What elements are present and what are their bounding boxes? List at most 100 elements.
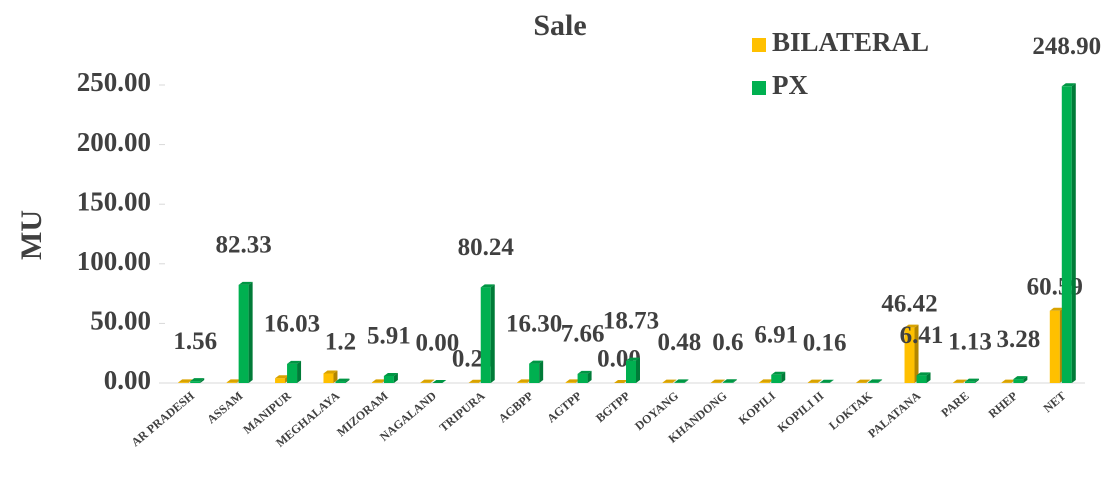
bar-side: [490, 284, 495, 383]
bar: [771, 374, 782, 383]
bar-top: [335, 378, 350, 382]
bar: [480, 287, 491, 383]
bar-top: [517, 379, 532, 383]
bar: [722, 382, 733, 383]
bar: [565, 382, 576, 383]
bar-top: [1001, 379, 1016, 383]
bar-side: [1071, 83, 1076, 383]
bar: [1049, 310, 1060, 383]
bar-side: [539, 360, 544, 383]
bar-top: [565, 379, 580, 383]
bar: [517, 382, 528, 383]
bar-side: [587, 370, 592, 383]
data-label: 82.33: [216, 232, 272, 259]
data-label: 18.73: [603, 307, 659, 334]
bar-side: [248, 281, 253, 383]
x-tick-label: DOYANG: [632, 389, 681, 433]
bar-top: [577, 370, 592, 374]
bar-side: [430, 379, 435, 383]
x-tick-label: KOPILI: [736, 388, 778, 427]
bar-side: [926, 372, 931, 383]
legend-swatch: [752, 38, 766, 52]
bar-top: [1049, 307, 1064, 311]
bar-side: [672, 379, 677, 383]
y-tick-label: 100.00: [77, 246, 151, 276]
x-tick-label: LOKTAK: [826, 388, 875, 432]
bar-top: [964, 378, 979, 382]
x-tick-label: ASSAM: [204, 389, 245, 427]
x-tick-label: PALATANA: [865, 388, 923, 440]
bar-top: [287, 360, 302, 364]
bar: [383, 375, 394, 383]
bar: [323, 373, 334, 383]
y-tick-label: 50.00: [90, 306, 151, 336]
data-label: 0.6: [712, 329, 743, 356]
bar: [190, 381, 201, 383]
x-tick-label: AR PRADESH: [128, 388, 197, 449]
bar-side: [1023, 376, 1028, 383]
bar-top: [722, 379, 737, 383]
data-label: 6.41: [900, 322, 944, 349]
data-label: 1.13: [948, 328, 992, 355]
bar-top: [480, 284, 495, 288]
bar-top: [178, 379, 193, 383]
bar-top: [529, 360, 544, 364]
bar-side: [200, 378, 205, 383]
data-label: 5.91: [367, 323, 411, 350]
bar: [904, 327, 915, 383]
bar-side: [297, 360, 302, 383]
bar-side: [962, 379, 967, 383]
data-label: 3.28: [996, 326, 1040, 353]
bar: [335, 381, 346, 383]
bar: [226, 382, 237, 383]
bar: [371, 382, 382, 383]
bar-top: [856, 379, 871, 383]
bar-top: [952, 379, 967, 383]
bar: [964, 381, 975, 383]
bar-top: [710, 379, 725, 383]
bar: [916, 375, 927, 383]
bar-side: [684, 379, 689, 383]
bar-top: [371, 379, 386, 383]
x-tick-label: PARE: [938, 389, 971, 420]
x-tick-label: KOPILI II: [775, 388, 827, 435]
data-label: 0.00: [415, 330, 459, 357]
data-label: 16.30: [506, 310, 562, 337]
bar-top: [190, 378, 205, 382]
bar: [1013, 379, 1024, 383]
y-tick-label: 150.00: [77, 186, 151, 216]
x-tick-label: AGBPP: [496, 389, 536, 426]
x-tick-label: BGTPP: [593, 389, 633, 425]
legend-swatch: [752, 81, 766, 95]
bar-top: [1013, 376, 1028, 380]
bar: [759, 382, 770, 383]
bar-top: [759, 379, 774, 383]
data-label: 6.91: [754, 321, 798, 348]
bar: [577, 373, 588, 383]
bar-top: [916, 372, 931, 376]
x-tick-label: TRIPURA: [437, 388, 488, 434]
data-label: 0.48: [658, 329, 702, 356]
x-tick-label: RHEP: [986, 389, 1021, 421]
bar: [529, 363, 540, 383]
y-tick-label: 200.00: [77, 127, 151, 157]
data-label: 80.24: [458, 234, 515, 261]
bar-side: [732, 379, 737, 383]
bar: [868, 382, 879, 383]
bar-top: [226, 379, 241, 383]
bar-top: [674, 379, 689, 383]
bar-side: [781, 371, 786, 383]
bar: [1061, 86, 1072, 383]
bar-side: [866, 379, 871, 383]
bar-top: [323, 370, 338, 374]
data-label: 248.90: [1032, 33, 1101, 60]
bar-side: [829, 379, 834, 383]
chart-title: Sale: [533, 9, 586, 42]
bar: [238, 284, 249, 383]
bar-top: [819, 379, 834, 383]
x-tick-label: NET: [1041, 389, 1069, 416]
bar-side: [393, 372, 398, 383]
bar-side: [720, 379, 725, 383]
bar: [674, 382, 685, 383]
